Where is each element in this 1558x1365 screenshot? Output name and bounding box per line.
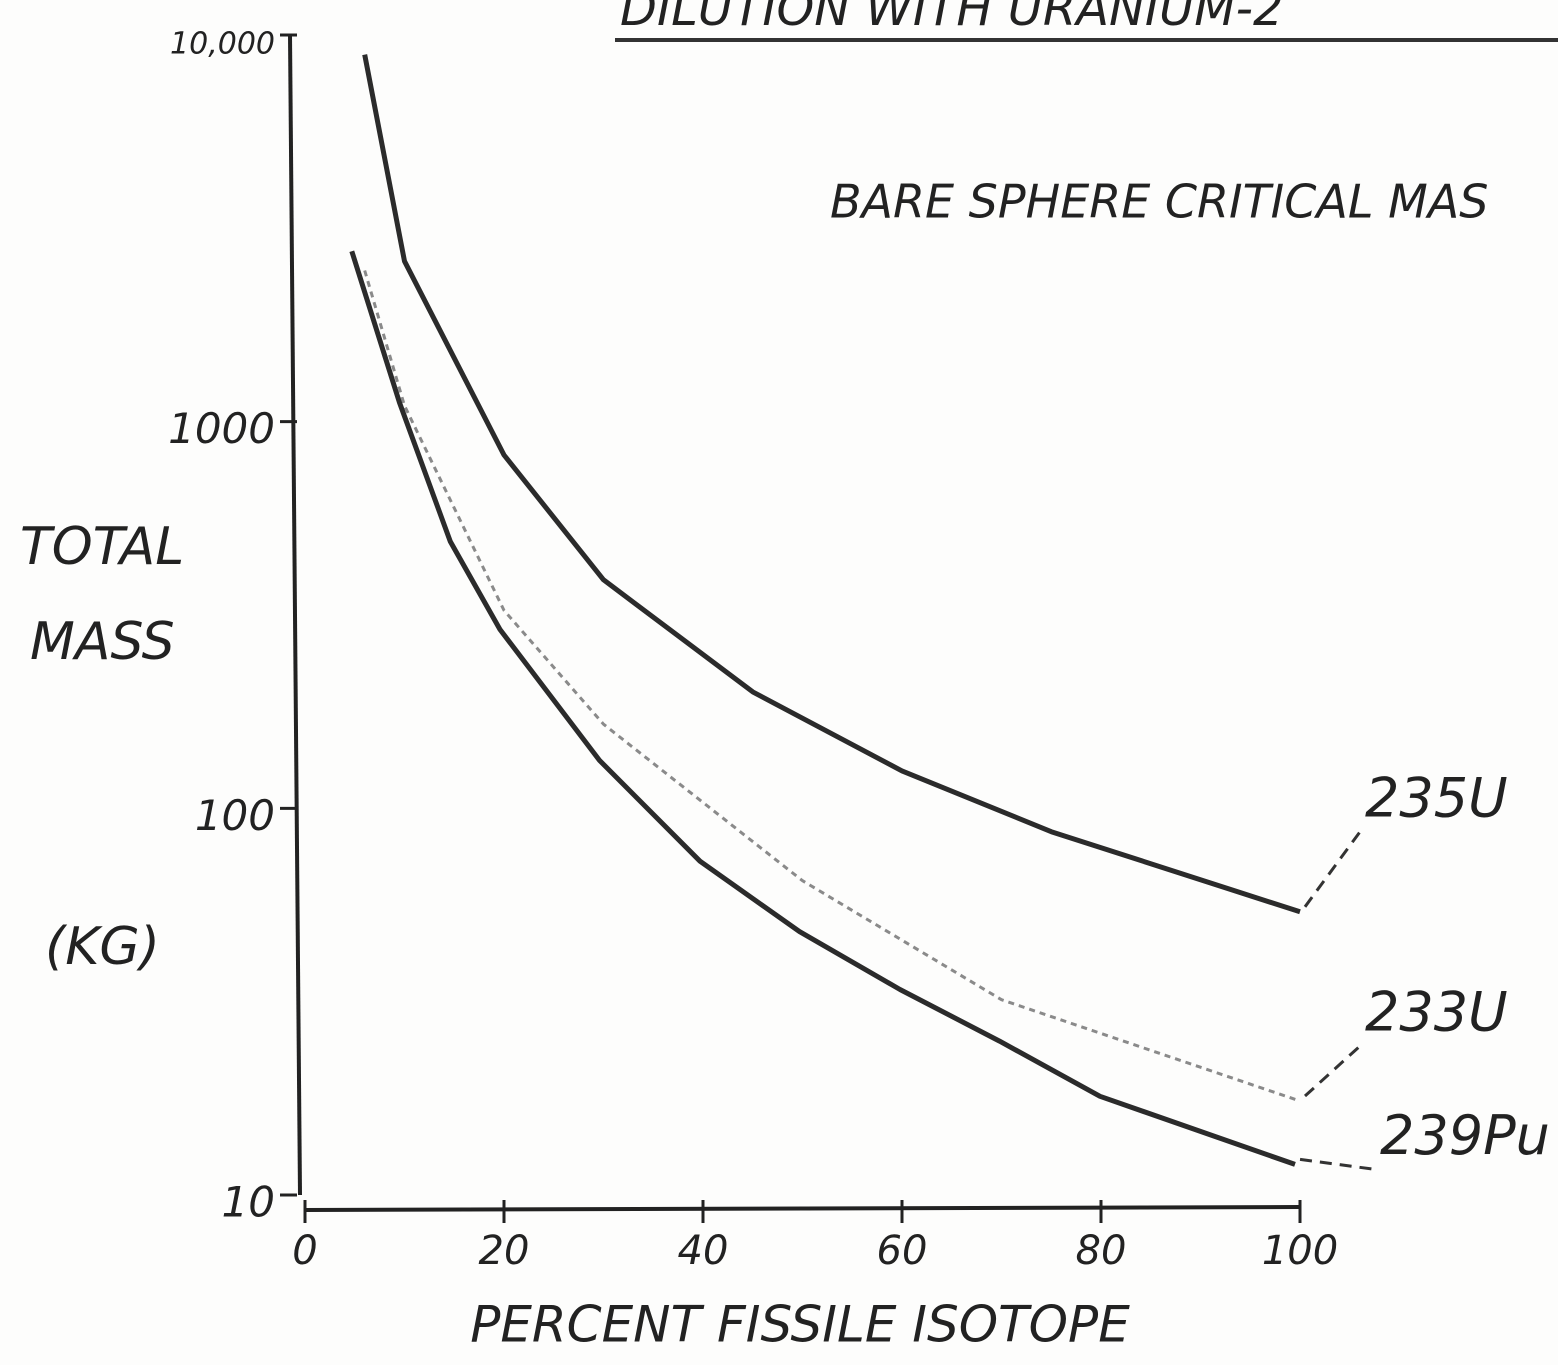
chart-title: DILUTION WITH URANIUM-2 — [620, 0, 1284, 37]
x-tick-label: 100 — [1262, 1228, 1338, 1274]
series-line — [363, 270, 1301, 1103]
series-line — [362, 54, 1301, 915]
x-axis-label: PERCENT FISSILE ISOTOPE — [470, 1296, 1130, 1354]
label-arrow — [1303, 830, 1362, 908]
x-axis — [304, 1205, 1301, 1212]
x-tick-label: 40 — [678, 1228, 729, 1274]
x-tick-label: 20 — [479, 1228, 530, 1274]
series-line — [349, 250, 1296, 1167]
series-label: 233U — [1365, 981, 1508, 1044]
y-tick-label: 1000 — [168, 404, 275, 453]
y-tick-label: 10,000 — [170, 27, 275, 62]
y-tick-label: 10 — [222, 1178, 275, 1227]
x-tick-label: 0 — [292, 1228, 317, 1274]
y-axis-label: MASS — [30, 612, 175, 672]
y-axis-label: TOTAL — [20, 517, 184, 577]
y-axis-label: (KG) — [45, 917, 160, 977]
x-tick-label: 80 — [1076, 1228, 1127, 1274]
y-axis — [288, 34, 302, 1196]
label-arrow — [1303, 1044, 1362, 1098]
chart-subtitle: BARE SPHERE CRITICAL MAS — [830, 175, 1488, 229]
x-tick-label: 60 — [877, 1228, 928, 1274]
series-label: 235U — [1365, 766, 1508, 829]
label-arrow — [1299, 1157, 1376, 1171]
series-label: 239Pu — [1380, 1104, 1550, 1167]
y-tick-label: 100 — [195, 791, 275, 840]
